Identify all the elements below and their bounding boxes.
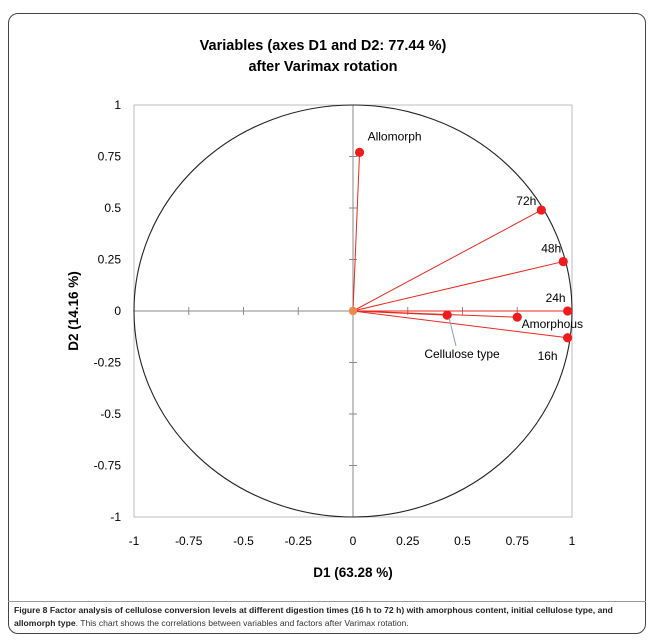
x-tick-label: -0.5 xyxy=(233,534,254,548)
x-axis-label: D1 (63.28 %) xyxy=(313,565,393,580)
y-tick-label: -1 xyxy=(110,510,121,524)
data-point xyxy=(442,310,452,320)
x-tick-label: 1 xyxy=(569,534,576,548)
caption-divider xyxy=(8,601,646,602)
point-label: 72h xyxy=(516,194,536,208)
caption-bold-text: Factor analysis of cellulose conversion … xyxy=(14,605,613,628)
y-tick-label: -0.25 xyxy=(94,356,122,370)
points xyxy=(348,147,573,343)
vectors xyxy=(352,152,568,339)
leader-line xyxy=(448,318,457,347)
vector-line xyxy=(352,261,564,312)
y-tick-label: -0.75 xyxy=(94,459,122,473)
data-point xyxy=(563,333,573,343)
point-label: 24h xyxy=(546,291,566,305)
point-label: Amorphous xyxy=(522,317,583,331)
chart-subtitle: after Varimax rotation xyxy=(248,59,397,75)
data-point xyxy=(536,205,546,215)
x-tick-label: -0.75 xyxy=(175,534,203,548)
y-tick-label: 0.25 xyxy=(98,253,122,267)
y-axis-label: D2 (14.16 %) xyxy=(66,271,81,351)
origin-point xyxy=(348,306,358,316)
caption-label: Figure 8 xyxy=(14,605,48,615)
x-tick-label: 0.25 xyxy=(396,534,420,548)
vector-line xyxy=(352,209,542,312)
vector-line xyxy=(352,310,568,339)
x-tick-label: -0.25 xyxy=(285,534,313,548)
y-tick-label: -0.5 xyxy=(100,407,121,421)
y-tick-label: 1 xyxy=(114,98,121,112)
data-point xyxy=(558,256,568,267)
point-label: 16h xyxy=(538,349,558,363)
point-label: 48h xyxy=(541,242,561,256)
chart-title: Variables (axes D1 and D2: 77.44 %) xyxy=(200,38,447,54)
data-point xyxy=(563,306,573,316)
vector-line xyxy=(352,152,361,312)
x-tick-label: 0 xyxy=(350,534,357,548)
point-labels: Allomorph 72h 48h 24h Amorphous Cellulose typ… xyxy=(368,129,583,362)
y-tick-label: 0.5 xyxy=(104,201,121,215)
y-tick-label: 0 xyxy=(114,304,121,318)
data-point xyxy=(354,147,365,157)
caption-rest-text: . This chart shows the correlations betw… xyxy=(75,618,409,628)
point-label: Cellulose type xyxy=(424,347,500,361)
tick-labels: -1 -0.75 -0.5 -0.25 0 0.25 0.5 0.75 1 1 0.75 0.5 0.2… xyxy=(94,98,576,548)
y-tick-label: 0.75 xyxy=(98,150,122,164)
point-label: Allomorph xyxy=(368,129,422,143)
correlation-circle-chart: Variables (axes D1 and D2: 77.44 %) afte… xyxy=(66,38,583,580)
vector-line xyxy=(352,310,448,316)
x-tick-label: 0.5 xyxy=(454,534,471,548)
figure-frame xyxy=(8,13,646,634)
x-tick-label: 0.75 xyxy=(506,534,530,548)
x-tick-label: -1 xyxy=(129,534,140,548)
figure-caption: Figure 8 Factor analysis of cellulose co… xyxy=(14,604,644,630)
data-point xyxy=(512,312,522,322)
